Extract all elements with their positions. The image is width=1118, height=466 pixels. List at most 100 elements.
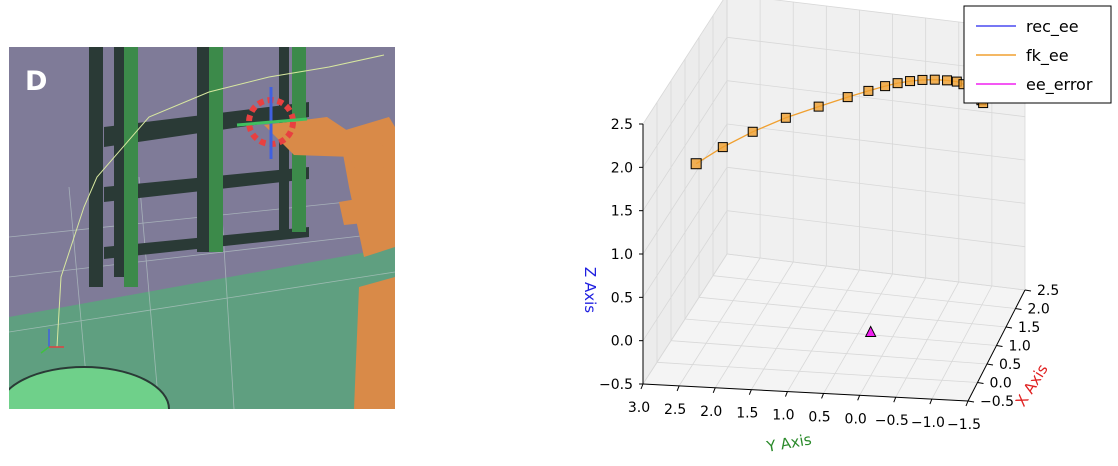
grid-line-x-floor [684,318,997,346]
y-axis-line [642,383,969,402]
y-tick-mark [784,391,788,397]
y-tick-mark [748,389,752,395]
z-axis-ticks: −0.5 0.0 0.5 1.0 1.5 2.0 2.5 [599,117,643,393]
y-tick-label: 2.5 [664,402,686,418]
dish-object [9,366,170,409]
series-point-fk_ee [917,74,928,85]
grid-line-z-left [642,167,728,298]
grid-line-x-floor [712,275,1016,309]
grid-line-y-floor [895,281,960,398]
y-tick-label: 0.5 [808,409,830,425]
grid-line-z-back [726,123,1026,161]
x-tick-label: 0.0 [990,376,1012,392]
x-tick-mark [1015,308,1022,310]
target-marker [236,87,308,159]
y-tick-label: −0.5 [875,413,909,429]
z-tick-label: 0.5 [611,290,633,306]
series-point-fk_ee [892,78,903,89]
y-tick-mark [821,393,825,399]
legend: rec_ee fk_ee ee_error [963,5,1112,104]
grid-line-y-floor [750,265,827,390]
z-tick-label: 2.5 [611,117,633,133]
grid-line-y-floor [931,285,993,400]
legend-label-rec_ee: rec_ee [1026,17,1079,37]
z-tick-label: 0.0 [611,334,633,350]
grid-line-z-left [642,123,728,255]
x-tick-label: 0.5 [999,357,1021,373]
grid-line-z-left [642,210,728,341]
y-tick-mark [965,400,969,407]
y-tick-mark [893,397,897,403]
y-axis-ticks: 3.0 2.5 2.0 1.5 1.0 0.5 0.0 −0.5 −1.0 −1.5 [628,383,981,433]
z-tick-label: 1.0 [611,247,633,263]
z-tick-label: 2.0 [611,160,633,176]
series-point-fk_ee [942,75,953,86]
x-tick-mark [967,400,975,403]
x-tick-label: 2.5 [1037,283,1059,299]
legend-label-fk_ee: fk_ee [1026,46,1069,66]
series-point-fk_ee [747,126,758,137]
grid-line-z-left [642,0,724,125]
origin-axes-icon [40,329,64,354]
series-point-fk_ee [717,142,728,153]
y-tick-mark [676,385,680,392]
grid-line-x-floor [670,340,988,365]
x-tick-mark [1005,326,1013,329]
grid-line-z-left [642,37,728,168]
y-tick-label: −1.0 [911,415,945,431]
z-axis-label: Z Axis [581,267,599,313]
series-point-ee_error [864,325,877,337]
grid-line-y-floor [714,261,794,388]
y-tick-label: 1.0 [772,408,794,424]
legend-label-ee_error: ee_error [1026,75,1093,95]
series-point-fk_ee [690,158,702,170]
grid-lines [9,166,395,409]
shelf-structure [89,47,309,287]
floor-pane [643,254,1025,401]
x-tick-label: −0.5 [980,394,1014,410]
y-tick-mark [712,387,716,393]
grid-line-z-back [726,210,1026,248]
grid-line-z-back [726,253,1026,291]
series-point-fk_ee [929,74,940,85]
y-tick-label: 2.0 [700,404,722,420]
x-tick-label: 1.0 [1009,339,1031,355]
x-tick-mark [1024,289,1032,292]
y-tick-mark [929,398,933,405]
series-point-fk_ee [842,92,853,103]
y-tick-mark [640,383,644,390]
x-tick-mark [977,382,984,384]
grid-line-y-floor [678,257,761,387]
grid-line-y-floor [823,273,893,394]
z-tick-label: −0.5 [599,377,633,393]
grid-line-y-floor [859,277,927,396]
panel-label: D [25,66,47,97]
grid-line-z-back [726,166,1026,204]
grid-line-z-back [726,80,1026,118]
x-tick-label: 1.5 [1018,320,1040,336]
grid-line-y-floor [787,269,860,392]
series-point-fk_ee [813,101,824,112]
x-tick-mark [986,363,994,366]
y-tick-label: 0.0 [845,411,867,427]
robot-simulation-scene: D [9,47,395,409]
z-tick-label: 1.5 [611,204,633,220]
x-tick-mark [996,345,1003,347]
x-tick-label: 2.0 [1028,302,1050,318]
series-point-fk_ee [863,85,874,96]
y-tick-label: 3.0 [628,400,650,416]
series-point-fk_ee [905,76,916,87]
grid-line-z-left [642,80,728,211]
y-tick-label: −1.5 [947,417,981,433]
grid-line-z-left [642,253,728,385]
y-tick-mark [857,395,861,401]
x-axis-ticks: −0.5 0.0 0.5 1.0 1.5 2.0 2.5 [967,283,1059,410]
robot-arm [264,117,395,409]
grid-line-x-floor [656,361,978,383]
y-tick-label: 1.5 [736,406,758,422]
trajectory-path [56,54,385,348]
y-axis-label: Y Axis [764,430,813,456]
series-point-fk_ee [780,112,791,123]
back-pane [727,0,1025,290]
